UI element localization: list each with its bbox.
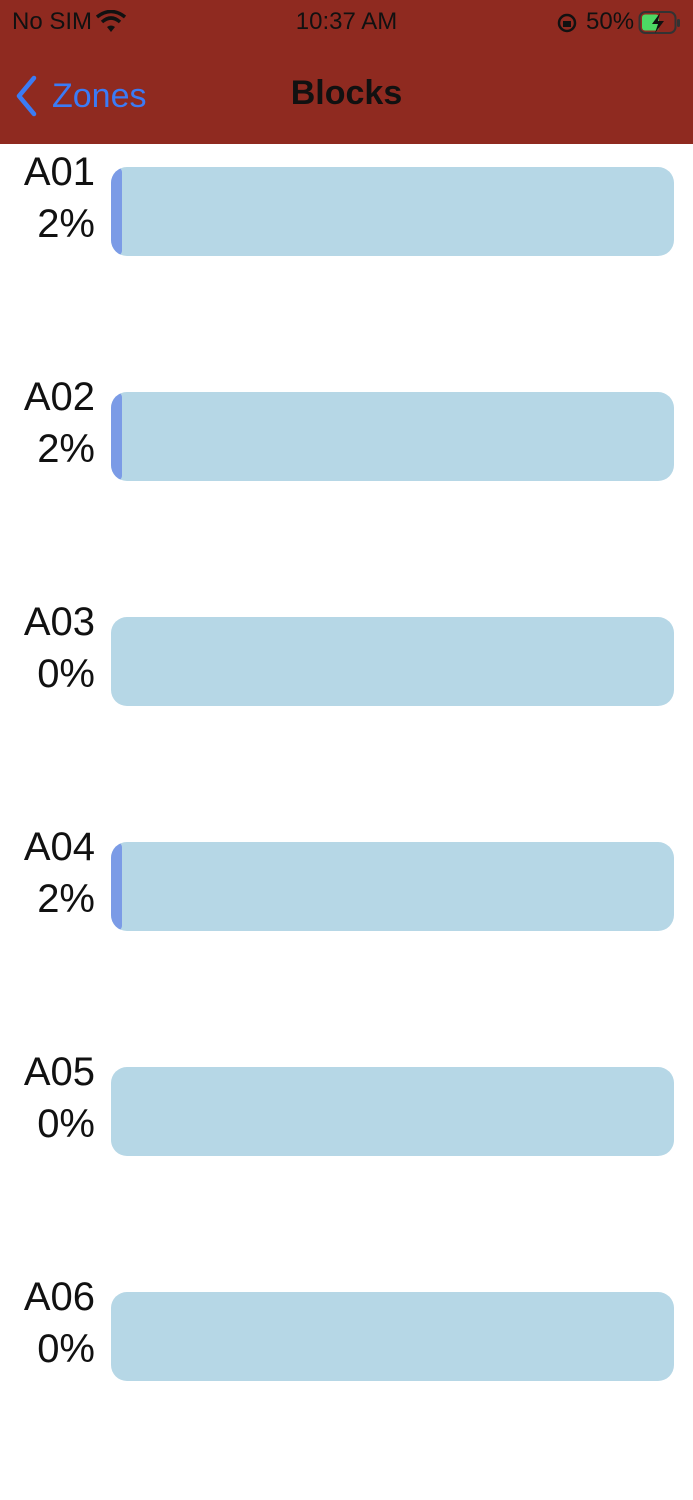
back-label: Zones: [52, 76, 147, 115]
progress-track: [111, 842, 674, 931]
progress-fill: [111, 392, 123, 481]
block-percent: 0%: [37, 652, 95, 696]
block-name: A03: [23, 600, 95, 644]
block-name: A05: [23, 1050, 95, 1094]
wifi-icon: [96, 10, 126, 32]
header: No SIM 10:37 AM 50% Zones Blocks: [0, 0, 693, 144]
progress-track: [111, 617, 674, 706]
progress-fill: [111, 842, 123, 931]
time: 10:37 AM: [295, 8, 398, 35]
block-percent: 2%: [37, 202, 95, 246]
progress-track: [111, 392, 674, 481]
block-name: A04: [23, 825, 95, 869]
battery-icon: [638, 11, 680, 34]
block-name: A06: [23, 1275, 95, 1319]
progress-track: [111, 1067, 674, 1156]
back-button[interactable]: Zones: [14, 72, 147, 120]
chevron-icon: [16, 75, 37, 117]
block-row: A05 0%: [0, 1044, 693, 1156]
carrier: No SIM: [12, 8, 93, 35]
block-row: A03 0%: [0, 594, 693, 706]
block-percent: 0%: [37, 1102, 95, 1146]
block-row: A06 0%: [0, 1269, 693, 1381]
progress-track: [111, 1292, 674, 1381]
progress-fill: [111, 167, 123, 256]
block-name: A02: [23, 375, 95, 419]
block-row: A01 2%: [0, 144, 693, 256]
block-percent: 0%: [37, 1327, 95, 1371]
block-percent: 2%: [37, 877, 95, 921]
progress-track: [111, 167, 674, 256]
battery-percent: 50%: [586, 8, 635, 35]
block-percent: 2%: [37, 427, 95, 471]
block-name: A01: [23, 150, 95, 194]
nav-title: Blocks: [290, 74, 403, 112]
lock-icon: [557, 13, 577, 33]
block-row: A04 2%: [0, 819, 693, 931]
block-row: A02 2%: [0, 369, 693, 481]
